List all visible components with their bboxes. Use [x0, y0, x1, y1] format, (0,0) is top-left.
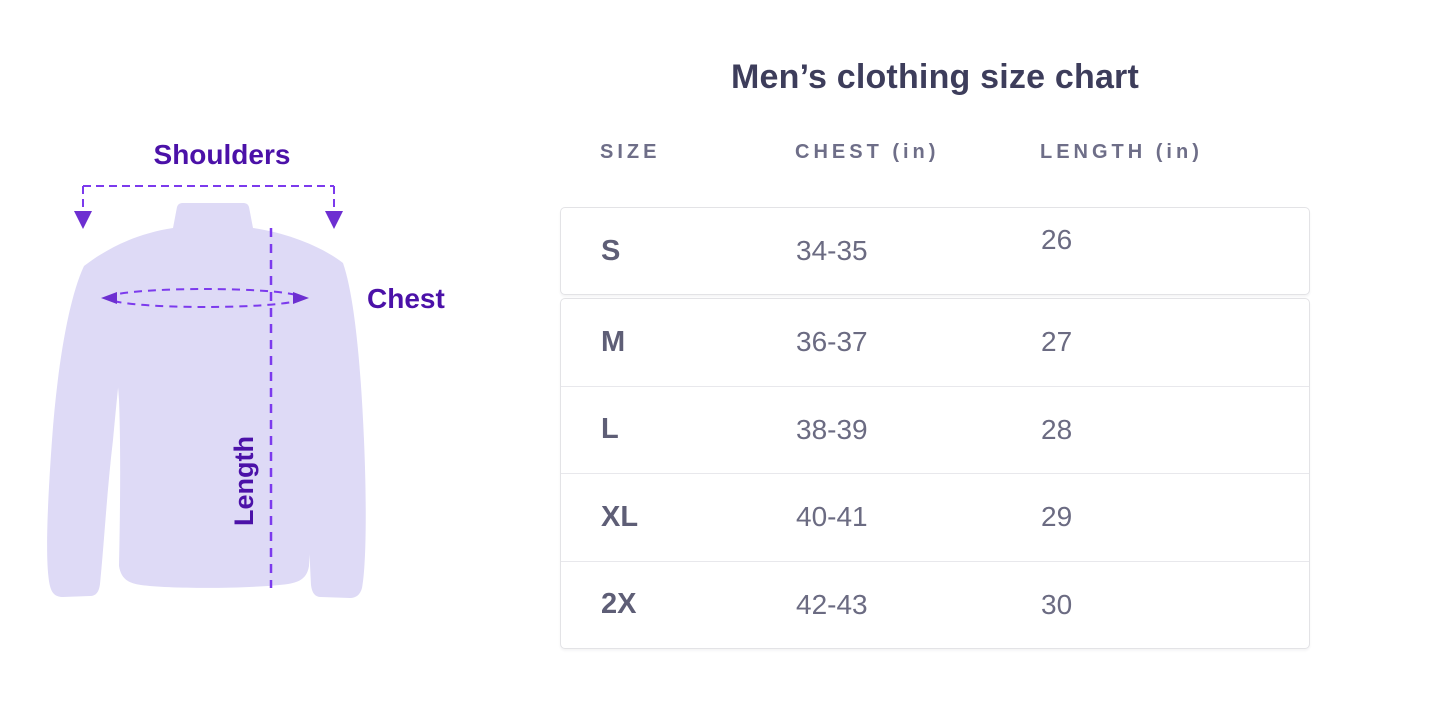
- column-header-length: LENGTH (in): [1040, 141, 1203, 163]
- arrow-right-icon: [293, 292, 309, 304]
- table-row: M 36-37 27: [561, 299, 1309, 386]
- size-cell: S: [601, 234, 621, 267]
- column-header-size: SIZE: [600, 141, 661, 163]
- table-row: S 34-35 26: [560, 207, 1310, 295]
- table-header-row: SIZE CHEST (in) LENGTH (in): [560, 141, 1310, 164]
- page-title: Men’s clothing size chart: [730, 58, 1140, 96]
- length-cell: 26: [1041, 224, 1073, 255]
- chest-cell: 40-41: [796, 501, 868, 533]
- arrow-down-left-icon: [74, 211, 92, 229]
- shoulders-label: Shoulders: [153, 139, 291, 170]
- shoulders-measure-line: [82, 185, 335, 210]
- length-cell: 30: [1041, 588, 1073, 620]
- chest-cell: 38-39: [796, 413, 868, 445]
- table-row: 2X 42-43 30: [561, 560, 1309, 649]
- size-chart: Men’s clothing size chart SIZE CHEST (in…: [560, 0, 1310, 725]
- chest-cell: 36-37: [796, 326, 868, 358]
- chest-label: Chest: [367, 283, 445, 314]
- table-body-group: M 36-37 27 L 38-39 28 XL 40-41 29 2X 42-…: [560, 298, 1310, 649]
- column-header-chest: CHEST (in): [795, 141, 940, 163]
- chest-cell: 42-43: [796, 588, 868, 620]
- length-cell: 29: [1041, 501, 1073, 533]
- size-cell: L: [601, 413, 619, 446]
- size-cell: XL: [601, 500, 639, 533]
- chest-cell: 34-35: [796, 235, 868, 266]
- table-row: L 38-39 28: [561, 385, 1309, 474]
- table-row: XL 40-41 29: [561, 473, 1309, 561]
- shirt-left-sleeve: [47, 266, 132, 597]
- arrow-down-right-icon: [325, 211, 343, 229]
- length-cell: 28: [1041, 413, 1073, 445]
- size-cell: M: [601, 325, 626, 358]
- shirt-figure: Shoulders Chest Length: [0, 0, 470, 725]
- shirt-illustration: [47, 185, 366, 598]
- shirt-body: [84, 203, 343, 588]
- arrow-left-icon: [101, 292, 117, 304]
- size-cell: 2X: [601, 588, 637, 621]
- length-cell: 27: [1041, 326, 1073, 358]
- length-label: Length: [229, 436, 259, 526]
